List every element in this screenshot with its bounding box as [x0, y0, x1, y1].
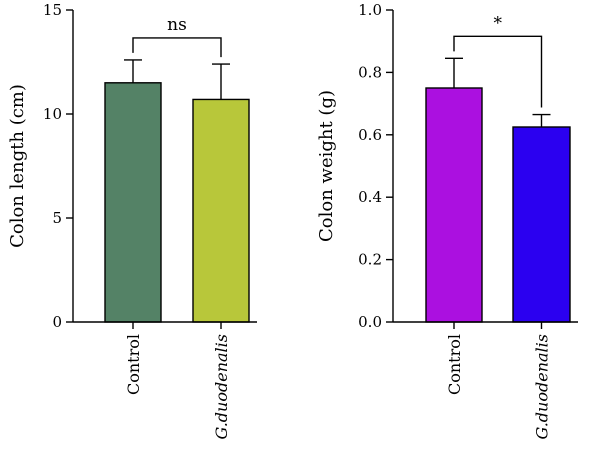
- bar-control: [104, 82, 162, 323]
- bar-g-duodenalis: [512, 126, 571, 323]
- x-tick-label: Control: [445, 334, 464, 395]
- x-tick-label: Control: [124, 334, 143, 395]
- significance-bracket: [132, 37, 222, 58]
- y-tick-label: 5: [52, 209, 62, 227]
- significance-label: *: [494, 13, 503, 33]
- x-tick-label: G.duodenalis: [533, 334, 552, 439]
- y-tick-label: 10: [43, 105, 62, 123]
- y-tick-label: 0.4: [358, 188, 382, 206]
- bar-control: [425, 87, 483, 323]
- y-tick-label: 1.0: [358, 1, 382, 19]
- y-tick-label: 0.6: [358, 126, 382, 144]
- y-axis-title: Colon length (cm): [7, 84, 28, 248]
- y-tick-label: 0.0: [358, 313, 382, 331]
- significance-label: ns: [167, 15, 187, 35]
- bar-g-duodenalis: [192, 98, 250, 323]
- significance-bracket: [453, 35, 543, 108]
- y-tick-label: 0: [52, 313, 62, 331]
- x-tick-label: G.duodenalis: [212, 334, 231, 439]
- y-tick-label: 0.2: [358, 251, 382, 269]
- y-axis-title: Colon weight (g): [316, 90, 337, 242]
- y-tick-label: 15: [43, 1, 62, 19]
- y-tick-label: 0.8: [358, 63, 382, 81]
